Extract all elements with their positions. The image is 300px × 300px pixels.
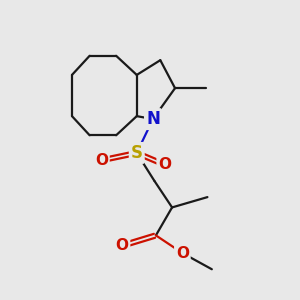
Text: O: O xyxy=(158,157,171,172)
Text: O: O xyxy=(176,246,189,261)
Text: N: N xyxy=(146,110,160,128)
Text: O: O xyxy=(116,238,128,253)
Text: S: S xyxy=(131,144,143,162)
Text: O: O xyxy=(95,153,108,168)
